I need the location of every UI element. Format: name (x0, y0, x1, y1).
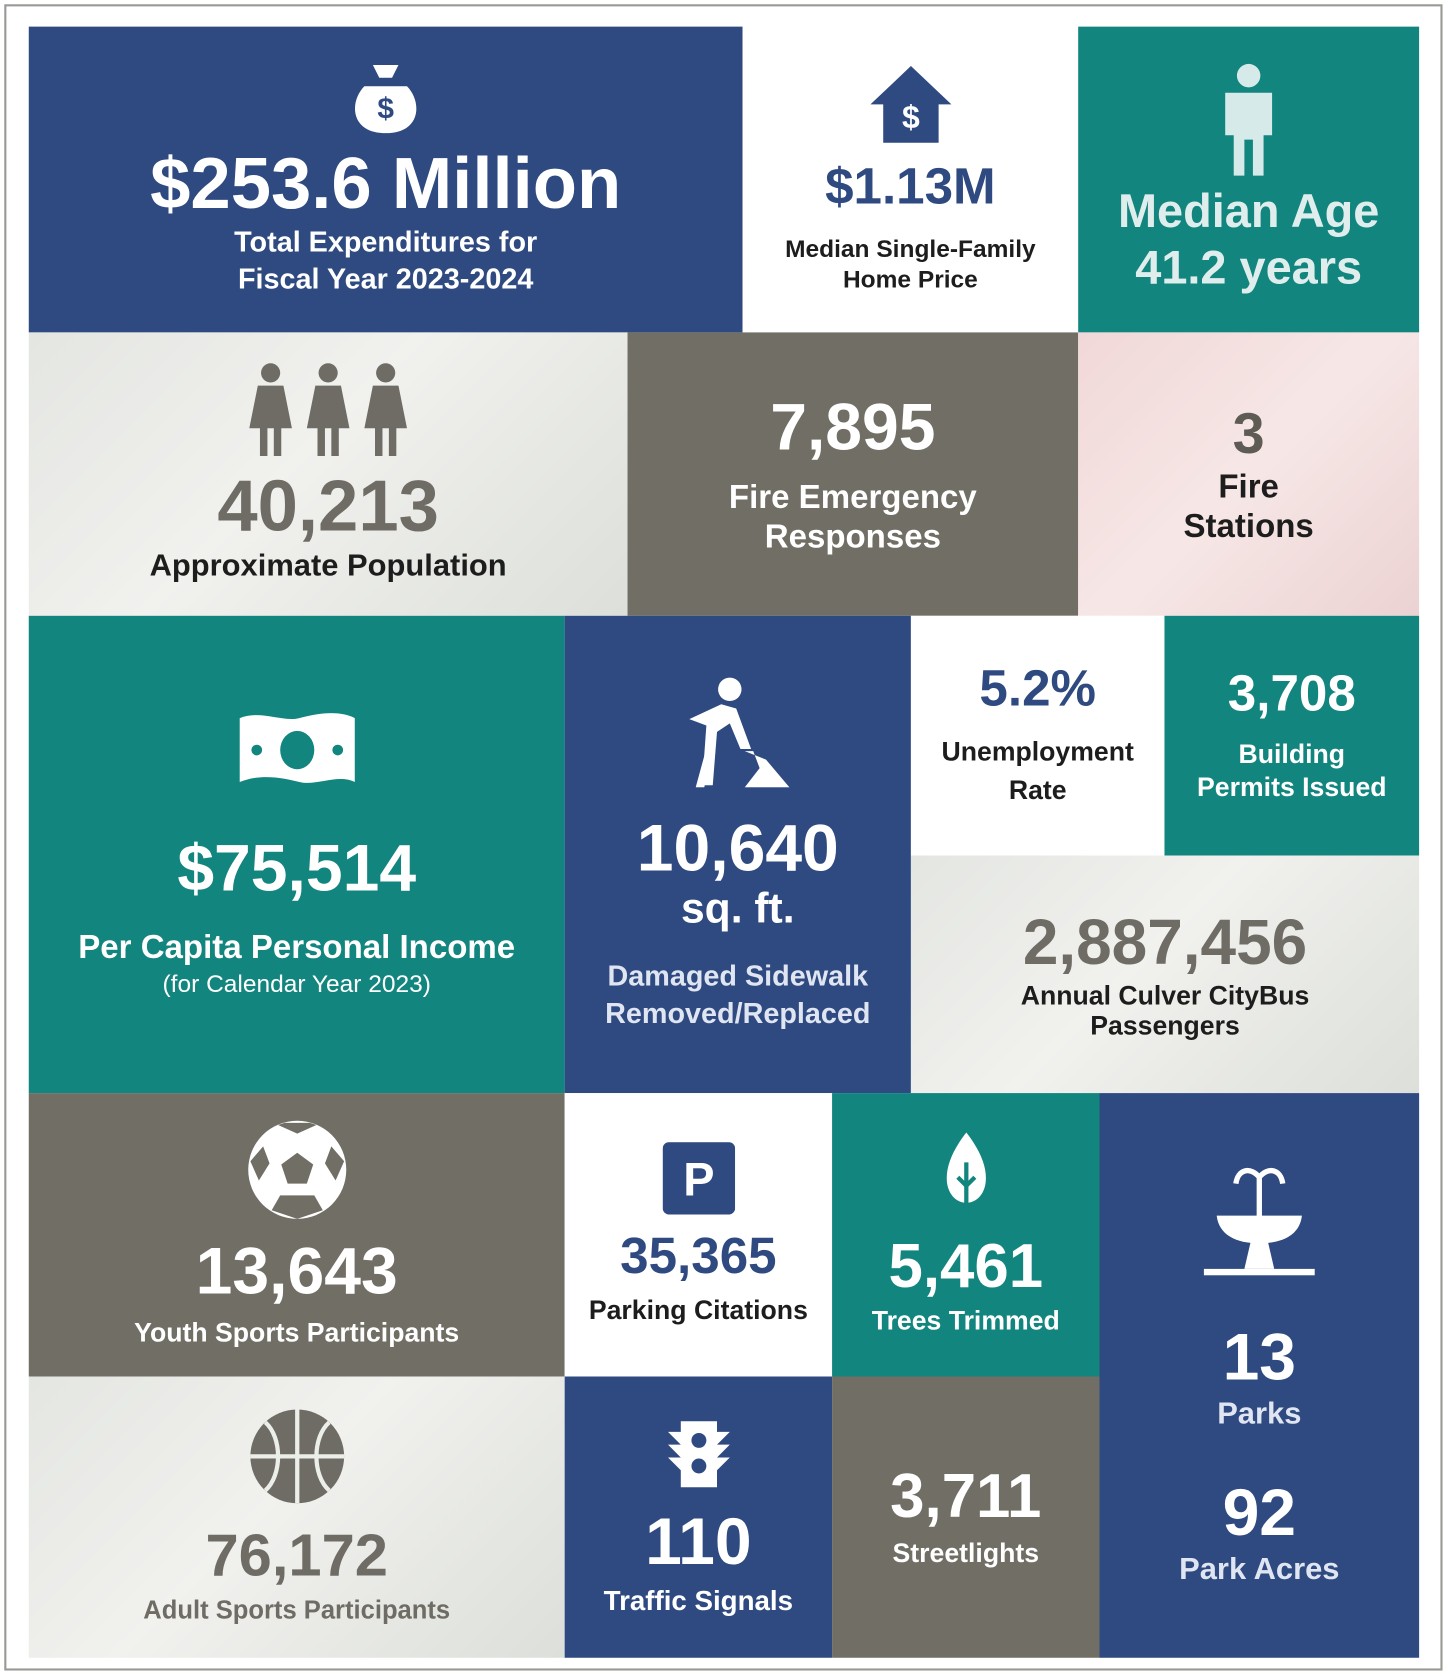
trees-tile: 5,461 Trees Trimmed (832, 1093, 1099, 1376)
expenditures-tile: $ $253.6 Million Total Expenditures for … (29, 27, 743, 333)
value: 76,172 (205, 1523, 387, 1589)
fire-responses-tile: 7,895 Fire Emergency Responses (628, 332, 1079, 615)
label: Responses (765, 517, 941, 557)
parks-tile: 13 Parks 92 Park Acres (1099, 1093, 1419, 1658)
streetlights-tile: 3,711 Streetlights (832, 1376, 1099, 1657)
label: Passengers (1090, 1012, 1240, 1041)
value: Median Age (1118, 184, 1379, 240)
label: Approximate Population (150, 546, 507, 586)
label: Annual Culver CityBus (1021, 982, 1310, 1011)
sidewalk-tile: 10,640 sq. ft. Damaged Sidewalk Removed/… (565, 616, 911, 1093)
page: {"tiles":[ {"value":"$253.6 Million","la… (0, 0, 1449, 1676)
svg-text:$: $ (901, 99, 919, 135)
value: 5,461 (888, 1233, 1043, 1301)
label: Removed/Replaced (605, 995, 870, 1032)
permits-tile: 3,708 Building Permits Issued (1164, 616, 1419, 856)
label: Total Expenditures for (234, 224, 537, 261)
fountain-icon (1200, 1160, 1319, 1279)
population-tile: 40,213 Approximate Population (29, 332, 628, 615)
label: Trees Trimmed (872, 1305, 1060, 1338)
label: Parking Citations (589, 1294, 808, 1327)
label: Building (1239, 738, 1346, 771)
label: Streetlights (893, 1538, 1040, 1571)
value: 3,708 (1228, 667, 1356, 723)
label: Permits Issued (1197, 771, 1386, 804)
value: $1.13M (825, 160, 996, 216)
money-bag-icon: $ (343, 61, 428, 136)
value: 7,895 (770, 392, 935, 465)
soccer-ball-icon (246, 1119, 348, 1221)
value: 3,711 (890, 1463, 1041, 1531)
label: Traffic Signals (604, 1583, 793, 1618)
bus-tile: 2,887,456 Annual Culver CityBus Passenge… (911, 856, 1419, 1094)
unemployment-tile: 5.2% Unemployment Rate (911, 616, 1165, 856)
label: Adult Sports Participants (143, 1595, 450, 1627)
value: 10,640 (637, 813, 839, 886)
value: 13 (1223, 1322, 1296, 1395)
traffic-signals-tile: 110 Traffic Signals (565, 1376, 832, 1657)
label: Parks (1217, 1395, 1301, 1435)
label: Rate (1009, 771, 1067, 810)
parking-icon: P (662, 1142, 734, 1214)
house-icon: $ (868, 64, 953, 145)
parking-tile: P 35,365 Parking Citations (565, 1093, 832, 1376)
leaf-icon (942, 1131, 989, 1220)
label: Per Capita Personal Income (78, 925, 515, 968)
value: 3 (1233, 403, 1265, 466)
label: Park Acres (1179, 1550, 1339, 1590)
label: Fiscal Year 2023-2024 (238, 261, 533, 298)
label: 41.2 years (1135, 240, 1362, 296)
label: Median Single-Family (785, 233, 1036, 264)
youth-sports-tile: 13,643 Youth Sports Participants (29, 1093, 565, 1376)
income-tile: $75,514 Per Capita Personal Income (for … (29, 616, 565, 1093)
label: Home Price (843, 264, 978, 295)
label: Fire Emergency (729, 477, 977, 517)
label: sq. ft. (681, 885, 795, 932)
label: Damaged Sidewalk (607, 958, 868, 995)
home-price-tile: $ $1.13M Median Single-Family Home Price (743, 27, 1079, 333)
svg-text:$: $ (377, 92, 394, 125)
label: Stations (1183, 506, 1313, 546)
value: 35,365 (620, 1229, 776, 1285)
adult-sports-tile: 76,172 Adult Sports Participants (29, 1376, 565, 1657)
median-age-tile: Median Age 41.2 years (1078, 27, 1419, 333)
bill-icon (235, 710, 359, 791)
basketball-icon (248, 1408, 346, 1506)
value: $75,514 (177, 834, 416, 907)
value: 13,643 (196, 1236, 398, 1309)
value: 2,887,456 (1023, 908, 1307, 978)
value: 92 (1223, 1478, 1296, 1551)
infographic: $ $253.6 Million Total Expenditures for … (0, 0, 1449, 1676)
value: 40,213 (217, 466, 439, 546)
worker-icon (685, 676, 792, 787)
fire-stations-tile: 3 Fire Stations (1078, 332, 1419, 615)
person-icon (1215, 63, 1283, 176)
value: 5.2% (979, 661, 1096, 717)
label: Fire (1218, 466, 1279, 506)
traffic-light-icon (661, 1417, 736, 1492)
people-icon (243, 362, 413, 458)
value: 110 (645, 1506, 752, 1579)
label: Unemployment (941, 733, 1133, 772)
svg-text:P: P (683, 1153, 714, 1205)
label: (for Calendar Year 2023) (163, 968, 431, 999)
label: Youth Sports Participants (134, 1317, 459, 1350)
value: $253.6 Million (150, 144, 621, 224)
